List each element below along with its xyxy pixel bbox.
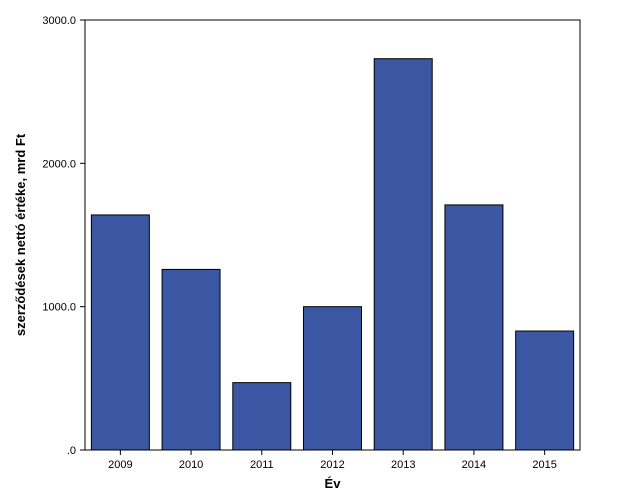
x-tick-label: 2012 — [320, 459, 344, 471]
y-tick-label: 3000.0 — [42, 15, 76, 27]
x-tick-label: 2013 — [391, 459, 415, 471]
x-tick-label: 2010 — [179, 459, 203, 471]
bar-2009 — [91, 215, 149, 450]
x-tick-label: 2009 — [108, 459, 132, 471]
y-ticks: .0 1000.0 2000.0 3000.0 — [42, 15, 85, 457]
x-axis-label: Év — [325, 476, 342, 491]
y-axis-label: szerződések nettó értéke, mrd Ft — [13, 133, 28, 336]
bar-2015 — [516, 331, 574, 450]
x-tick-label: 2011 — [250, 459, 274, 471]
bar-2013 — [374, 59, 432, 450]
bar-2012 — [304, 307, 362, 450]
bar-2010 — [162, 269, 220, 450]
x-tick-label: 2014 — [462, 459, 486, 471]
x-tick-label: 2015 — [532, 459, 556, 471]
bar-chart: .0 1000.0 2000.0 3000.0 2009 2010 2011 2012 201… — [0, 0, 629, 504]
y-tick-label: .0 — [67, 445, 76, 457]
bar-2011 — [233, 383, 291, 450]
y-tick-label: 1000.0 — [42, 302, 76, 314]
x-ticks: 2009 2010 2011 2012 2013 2014 2015 — [108, 450, 557, 471]
y-tick-label: 2000.0 — [42, 158, 76, 170]
bar-2014 — [445, 205, 503, 450]
